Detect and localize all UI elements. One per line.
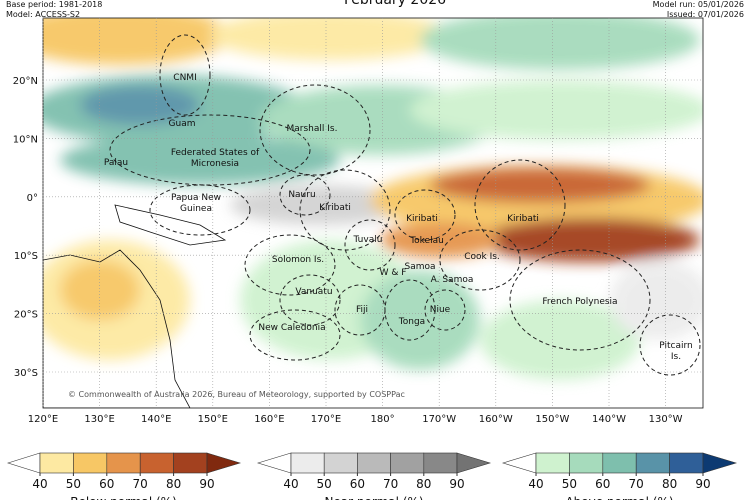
- colorbar-tick-label: 80: [662, 477, 677, 491]
- lon-label: 140°E: [141, 414, 171, 425]
- title: February 2026: [344, 0, 446, 8]
- region-label: Kiribati: [507, 214, 539, 224]
- region-label: New Caledonia: [258, 323, 325, 333]
- colorbar-segment: [290, 452, 325, 474]
- region-label: A. Samoa: [431, 275, 474, 285]
- colorbar-tick-label: 60: [99, 477, 114, 491]
- region-label: Nauru: [288, 190, 315, 200]
- region-label: Niue: [430, 305, 451, 315]
- colorbar-segment: [602, 452, 637, 474]
- region-label: Tuvalu: [353, 235, 383, 245]
- colorbar-low: [6, 452, 41, 474]
- colorbar-segment: [669, 452, 704, 474]
- map: [43, 18, 703, 408]
- region-label: Palau: [104, 158, 128, 168]
- colorbar-tick-label: 50: [66, 477, 81, 491]
- colorbar-segment: [423, 452, 458, 474]
- colorbar-segment: [323, 452, 358, 474]
- region-label: Marshall Is.: [287, 124, 338, 134]
- lon-label: 140°W: [592, 414, 626, 425]
- colorbar-tick-label: 50: [562, 477, 577, 491]
- region-label: Samoa: [404, 262, 435, 272]
- colorbar-tick-label: 90: [695, 477, 710, 491]
- colorbar-tick-label: 60: [595, 477, 610, 491]
- colorbar-segment: [535, 452, 570, 474]
- lat-label: 20°S: [14, 310, 38, 321]
- colorbar-segment: [635, 452, 670, 474]
- colorbar-label: Near normal (%): [324, 495, 423, 500]
- colorbar-tick-label: 90: [449, 477, 464, 491]
- lon-label: 160°W: [479, 414, 513, 425]
- region-label: CNMI: [173, 73, 196, 83]
- lon-label: 180°: [371, 414, 395, 425]
- colorbar-label: Below normal (%): [70, 495, 177, 500]
- colorbar-low: [256, 452, 292, 474]
- region-label: Solomon Is.: [272, 255, 324, 265]
- lon-label: 120°E: [28, 414, 58, 425]
- colorbar-segment: [569, 452, 604, 474]
- colorbar-segment: [106, 452, 141, 474]
- colorbar-tick-label: 80: [416, 477, 431, 491]
- model-run: Model run: 05/01/2026: [653, 0, 744, 9]
- colorbar-tick-label: 70: [133, 477, 148, 491]
- copyright: © Commonwealth of Australia 2026, Bureau…: [68, 390, 405, 399]
- model: Model: ACCESS-S2: [6, 10, 80, 19]
- colorbar-tick-label: 70: [629, 477, 644, 491]
- lat-label: 10°S: [14, 251, 38, 262]
- lon-label: 130°W: [649, 414, 683, 425]
- region-label: French Polynesia: [542, 297, 617, 307]
- colorbar-high: [702, 452, 738, 474]
- colorbar-tick-label: 40: [32, 477, 47, 491]
- colorbar-segment: [39, 452, 74, 474]
- lon-label: 150°E: [198, 414, 228, 425]
- lon-label: 130°E: [84, 414, 114, 425]
- colorbar-tick-label: 80: [166, 477, 181, 491]
- colorbar-tick-label: 50: [317, 477, 332, 491]
- lon-label: 160°E: [254, 414, 284, 425]
- lat-label: 20°N: [13, 76, 38, 87]
- region-label: Pitcairn Is.: [659, 341, 692, 362]
- lon-label: 150°W: [535, 414, 569, 425]
- lon-label: 170°E: [311, 414, 341, 425]
- colorbar-high: [206, 452, 242, 474]
- lat-label: 30°S: [14, 368, 38, 379]
- region-label: Kiribati: [406, 214, 438, 224]
- colorbar-tick-label: 40: [528, 477, 543, 491]
- region-label: Cook Is.: [464, 252, 500, 262]
- colorbar-tick-label: 90: [199, 477, 214, 491]
- region-label: W & F: [380, 268, 407, 278]
- region-label: Vanuatu: [295, 287, 332, 297]
- base-period: Base period: 1981-2018: [6, 0, 102, 9]
- region-label: Kiribati: [319, 203, 351, 213]
- issued: Issued: 07/01/2026: [667, 10, 744, 19]
- colorbar-tick-label: 70: [383, 477, 398, 491]
- colorbar-segment: [390, 452, 425, 474]
- colorbar-segment: [139, 452, 174, 474]
- region-label: Federated States of Micronesia: [171, 148, 260, 169]
- colorbar-tick-label: 40: [283, 477, 298, 491]
- colorbar-high: [456, 452, 492, 474]
- colorbar-segment: [173, 452, 208, 474]
- colorbar-tick-label: 60: [350, 477, 365, 491]
- lon-label: 170°W: [422, 414, 456, 425]
- colorbar-segment: [357, 452, 391, 474]
- colorbar-label: Above normal (%): [565, 495, 673, 500]
- region-label: Tokelau: [409, 236, 444, 246]
- lat-label: 0°: [27, 193, 38, 204]
- lat-label: 10°N: [13, 134, 38, 145]
- colorbar-low: [501, 452, 537, 474]
- region-label: Guam: [169, 119, 196, 129]
- region-label: Papua New Guinea: [171, 193, 221, 214]
- region-label: Fiji: [356, 305, 368, 315]
- region-label: Tonga: [398, 317, 425, 327]
- colorbar-segment: [73, 452, 108, 474]
